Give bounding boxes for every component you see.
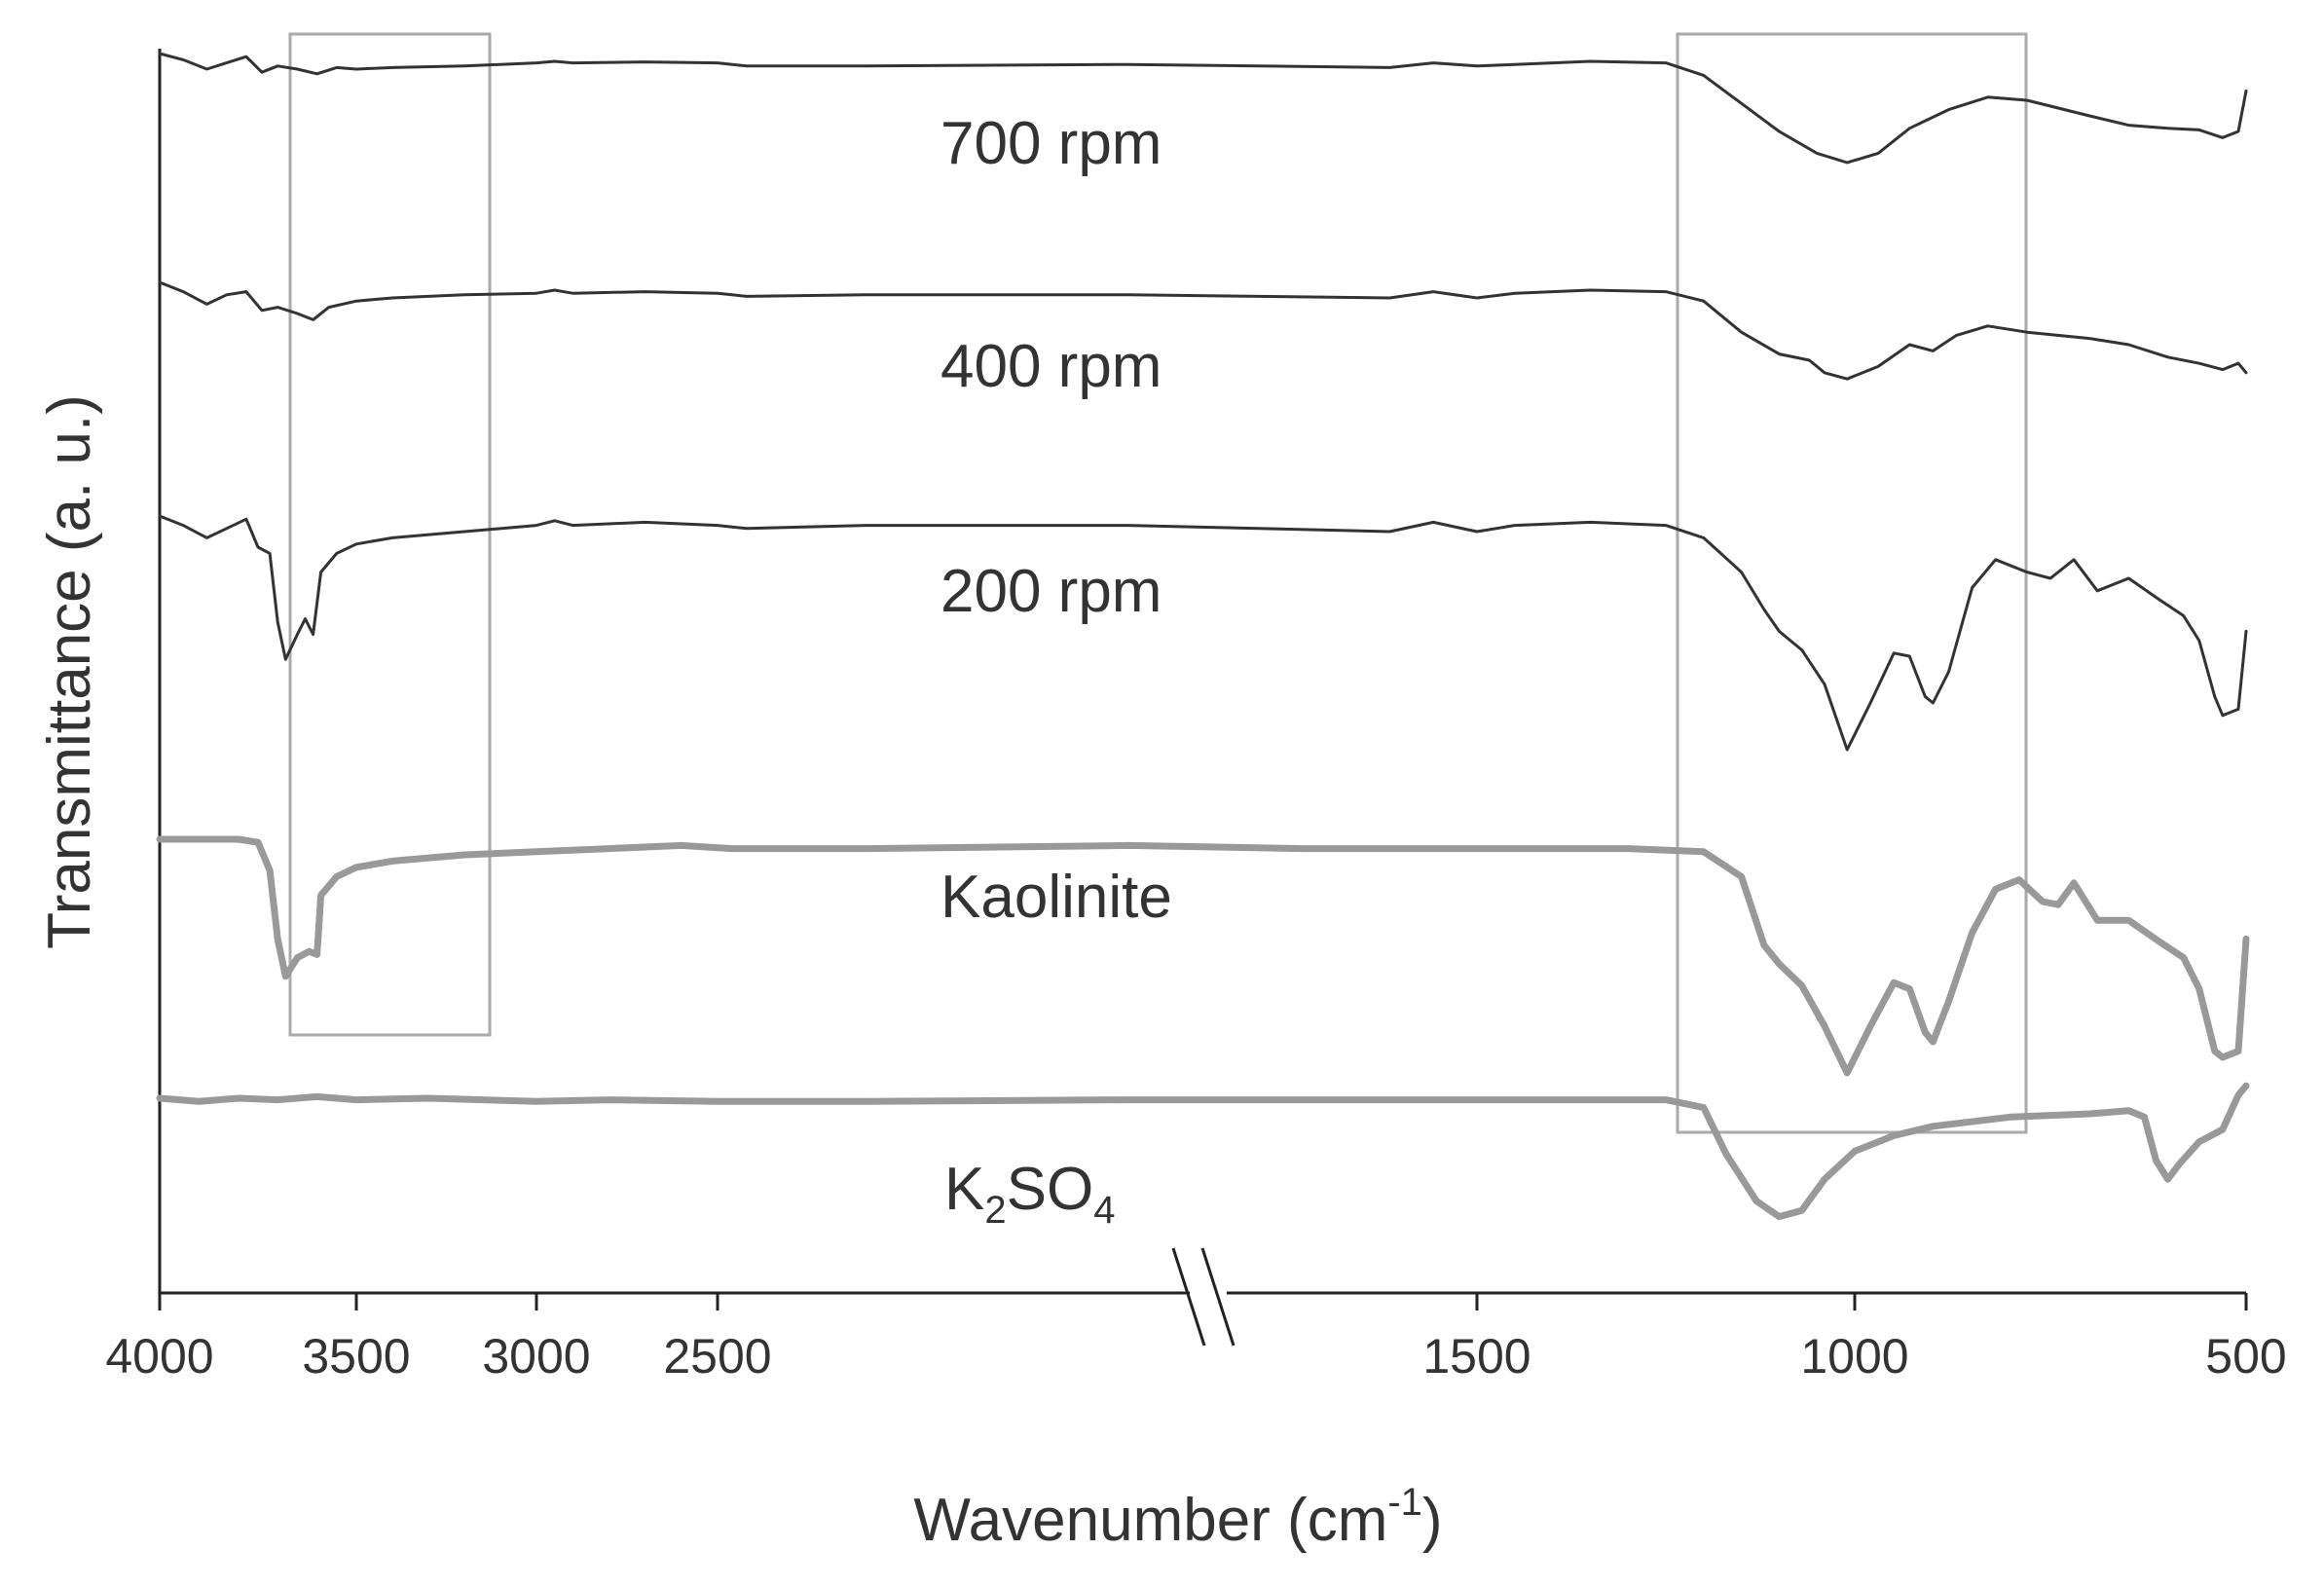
k2so4-so: SO (1007, 1156, 1094, 1223)
axis-break-mark-1 (1171, 1247, 1206, 1347)
x-tick-label-500: 500 (2205, 1329, 2286, 1384)
series-line-k2so4 (156, 1082, 2250, 1221)
series-line-400-rpm (158, 280, 2248, 381)
x-tick-label-1500: 1500 (1422, 1329, 1531, 1384)
x-axis-title-close: ) (1422, 1487, 1443, 1554)
x-tick-label-4000: 4000 (105, 1329, 213, 1384)
fingerprint-region-box (1676, 32, 2028, 1134)
x-axis-title-superscript: -1 (1387, 1481, 1422, 1524)
y-axis-title: Transmittance (a. u.) (36, 394, 103, 949)
axis-break-mark-2 (1200, 1247, 1236, 1347)
x-ticks: 4000 3500 3000 2500 1500 1000 500 (105, 1293, 2287, 1384)
series-label-700-rpm: 700 rpm (941, 110, 1162, 177)
x-tick-label-1000: 1000 (1800, 1329, 1908, 1384)
series-line-kaolinite (156, 835, 2250, 1077)
x-axis-title-main: Wavenumber (cm (913, 1487, 1387, 1554)
series-label-kaolinite: Kaolinite (941, 864, 1172, 931)
oh-stretch-region-box (288, 32, 492, 1037)
x-axis-title: Wavenumber (cm-1) (913, 1481, 1442, 1554)
series-lines (156, 52, 2250, 1221)
series-line-700-rpm (158, 52, 2248, 165)
x-tick-label-3500: 3500 (302, 1329, 410, 1384)
x-tick-label-2500: 2500 (663, 1329, 771, 1384)
k2so4-k: K (944, 1156, 984, 1223)
series-label-200-rpm: 200 rpm (941, 558, 1162, 625)
series-label-k2so4: K2SO4 (944, 1156, 1115, 1232)
series-line-200-rpm (158, 514, 2248, 752)
series-label-400-rpm: 400 rpm (941, 333, 1162, 400)
x-tick-label-3000: 3000 (482, 1329, 590, 1384)
k2so4-sub-4: 4 (1093, 1189, 1115, 1232)
k2so4-sub-2: 2 (984, 1189, 1006, 1232)
